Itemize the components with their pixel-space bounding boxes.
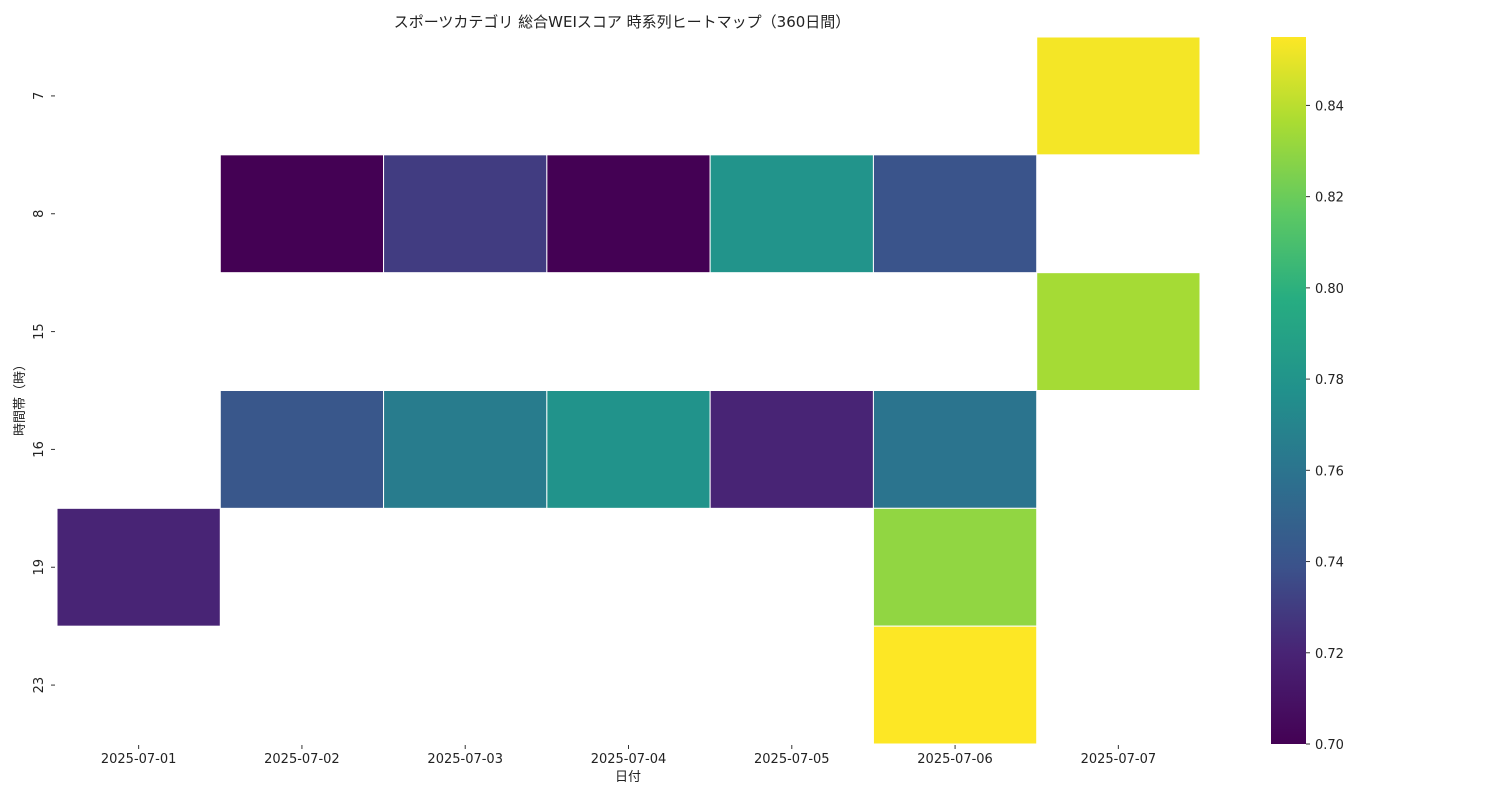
colorbar-tick-label: 0.80: [1315, 282, 1344, 297]
x-tick-label: 2025-07-07: [1081, 752, 1157, 767]
heatmap-cell: [709, 390, 874, 509]
heatmap-cell: [1036, 272, 1201, 391]
heatmap-cell: [709, 154, 874, 274]
colorbar: [1271, 37, 1306, 744]
y-tick-label: 16: [32, 441, 47, 458]
heatmap-cell: [872, 390, 1038, 509]
colorbar-tick-label: 0.82: [1315, 191, 1344, 206]
y-tick-label: 19: [32, 559, 47, 576]
heatmap-cells: [56, 36, 1201, 745]
heatmap-cell: [546, 390, 711, 509]
y-tick-label: 15: [32, 323, 47, 340]
heatmap-cell: [56, 507, 221, 627]
colorbar-tick-label: 0.84: [1315, 99, 1344, 114]
x-axis-ticks: 2025-07-01 2025-07-02 2025-07-03 2025-07-04…: [101, 745, 1156, 767]
colorbar-tick-label: 0.76: [1315, 464, 1344, 479]
x-tick-label: 2025-07-01: [101, 752, 177, 767]
heatmap-cell: [872, 507, 1038, 627]
colorbar-tick-label: 0.72: [1315, 647, 1344, 662]
y-axis-label: 時間帯（時）: [13, 358, 28, 436]
heatmap-cell: [219, 390, 385, 509]
heatmap-cell: [383, 154, 548, 274]
colorbar-tick-label: 0.70: [1315, 738, 1344, 753]
heatmap-cell: [1036, 36, 1201, 156]
x-tick-label: 2025-07-06: [917, 752, 993, 767]
heatmap-cell: [383, 390, 548, 509]
x-axis-label: 日付: [615, 770, 641, 785]
chart-title: スポーツカテゴリ 総合WEIスコア 時系列ヒートマップ（360日間）: [394, 13, 851, 31]
y-tick-label: 8: [32, 210, 47, 218]
heatmap-cell: [546, 154, 711, 274]
y-axis-ticks: 7 8 15 16 19 23: [32, 92, 55, 694]
heatmap-cell: [219, 154, 385, 274]
y-tick-label: 23: [32, 677, 47, 694]
heatmap-cell: [872, 625, 1038, 745]
x-tick-label: 2025-07-05: [754, 752, 830, 767]
colorbar-ticks: 0.70 0.72 0.74 0.76 0.78 0.80 0.82 0.84: [1306, 99, 1344, 753]
heatmap-cell: [872, 154, 1038, 274]
x-tick-label: 2025-07-02: [264, 752, 340, 767]
x-tick-label: 2025-07-03: [427, 752, 503, 767]
x-tick-label: 2025-07-04: [591, 752, 667, 767]
colorbar-tick-label: 0.74: [1315, 556, 1344, 571]
y-tick-label: 7: [32, 92, 47, 100]
colorbar-tick-label: 0.78: [1315, 373, 1344, 388]
